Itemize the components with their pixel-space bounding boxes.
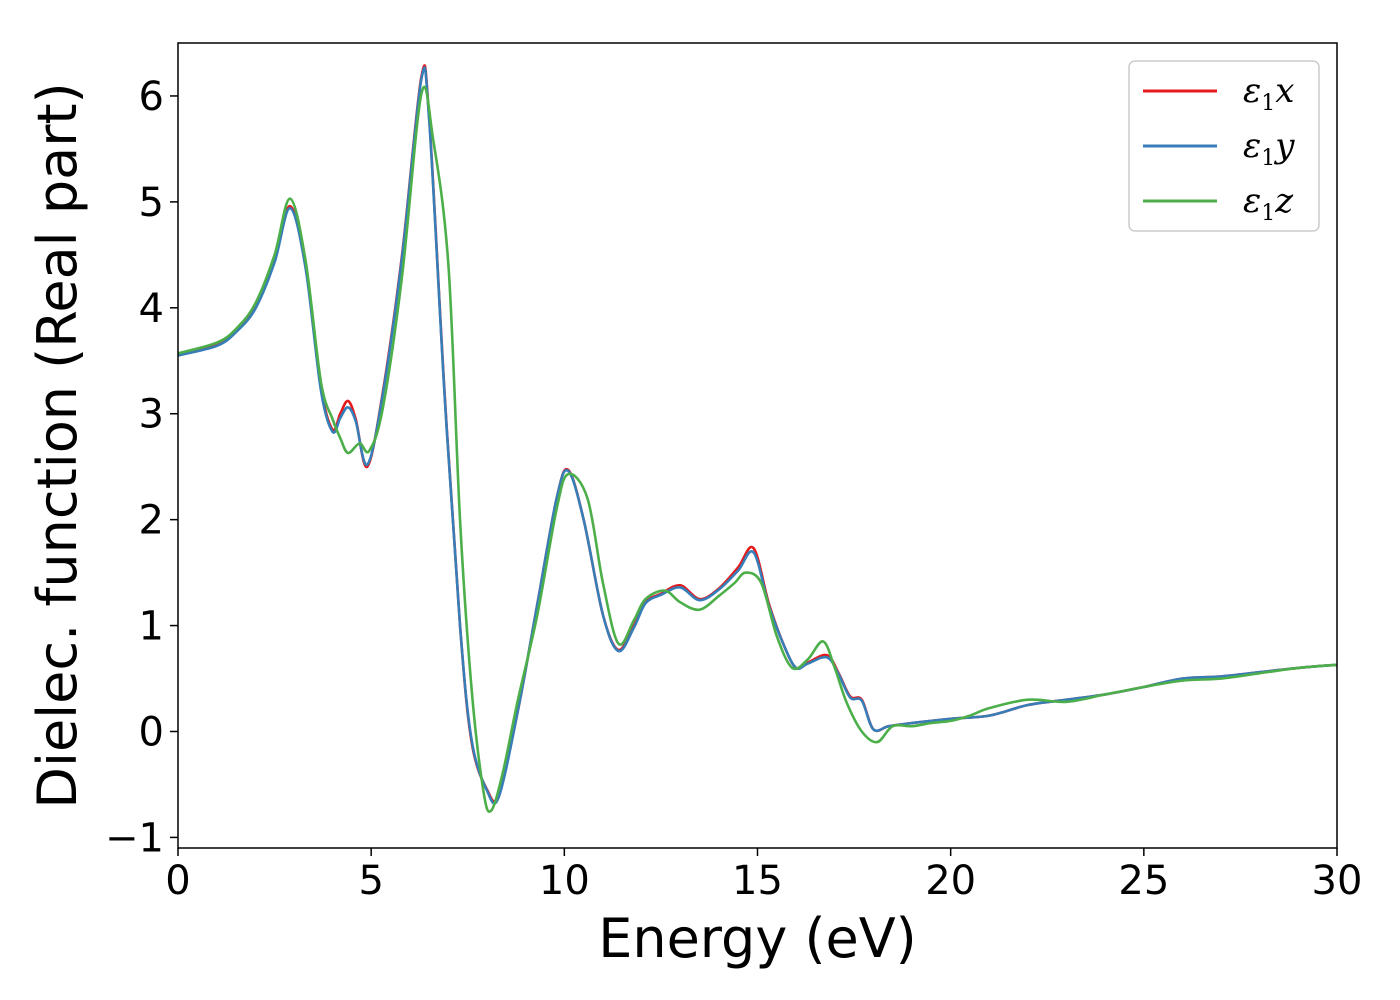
y-tick-label: 5 [139,180,164,226]
legend: ε1x ε1y ε1z [1128,60,1320,232]
series-line-y [178,66,1337,805]
y-tick-label: 0 [139,709,164,755]
legend-label: ε1y [1243,126,1295,171]
x-tick-label: 0 [165,858,190,904]
y-axis-title: Dielec. function (Real part) [26,82,89,808]
x-tick-label: 25 [1118,858,1169,904]
y-tick-label: 1 [139,604,164,650]
y-tick-label: 4 [139,286,164,332]
legend-label: ε1z [1243,181,1294,226]
legend-box [1128,60,1320,232]
x-axis-title: Energy (eV) [598,907,917,970]
legend-entry-y: ε1y [1143,126,1295,171]
y-tick-label: 3 [139,392,164,438]
y-tick-label: 2 [139,498,164,544]
legend-label: ε1x [1243,71,1294,116]
legend-entry-x: ε1x [1143,71,1294,116]
x-tick-label: 15 [732,858,783,904]
x-tick-label: 5 [358,858,383,904]
x-tick-label: 10 [539,858,590,904]
x-tick-label: 30 [1312,858,1363,904]
series-line-z [178,85,1337,813]
plot-area [178,64,1337,813]
y-tick-label: 6 [139,74,164,120]
y-tick-label: −1 [105,815,164,861]
legend-entry-z: ε1z [1143,181,1294,226]
x-tick-label: 20 [925,858,976,904]
